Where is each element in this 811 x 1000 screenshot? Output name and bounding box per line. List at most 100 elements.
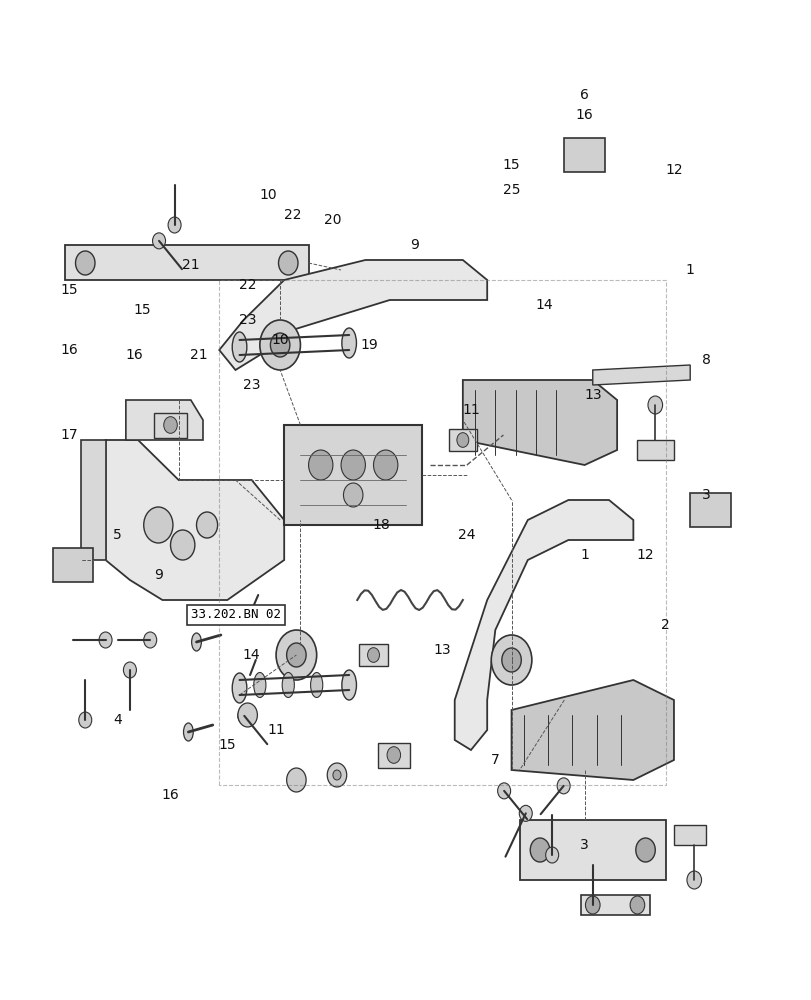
Text: 16: 16 (60, 343, 78, 357)
Circle shape (278, 251, 298, 275)
Ellipse shape (341, 328, 356, 358)
Circle shape (341, 450, 365, 480)
Polygon shape (154, 413, 187, 438)
Ellipse shape (232, 673, 247, 703)
Circle shape (387, 747, 400, 763)
Ellipse shape (183, 723, 193, 741)
Text: 23: 23 (238, 313, 256, 327)
Polygon shape (673, 825, 706, 845)
Text: 14: 14 (534, 298, 552, 312)
Polygon shape (358, 644, 388, 666)
Polygon shape (580, 895, 649, 915)
Text: 1: 1 (580, 548, 588, 562)
Circle shape (545, 847, 558, 863)
Text: 3: 3 (702, 488, 710, 502)
Polygon shape (637, 440, 673, 460)
Text: 16: 16 (161, 788, 179, 802)
Text: 15: 15 (133, 303, 151, 317)
Text: 17: 17 (60, 428, 78, 442)
Text: 15: 15 (218, 738, 236, 752)
Text: 15: 15 (60, 283, 78, 297)
Text: 16: 16 (125, 348, 143, 362)
Polygon shape (454, 500, 633, 750)
Text: 10: 10 (259, 188, 277, 202)
Ellipse shape (311, 672, 322, 698)
Polygon shape (105, 440, 284, 600)
Circle shape (519, 805, 532, 821)
Polygon shape (689, 493, 730, 527)
Text: 24: 24 (457, 528, 475, 542)
Circle shape (635, 838, 654, 862)
Polygon shape (511, 680, 673, 780)
Text: 2: 2 (661, 618, 669, 632)
Text: 23: 23 (242, 378, 260, 392)
Circle shape (585, 896, 599, 914)
Circle shape (168, 217, 181, 233)
Text: 19: 19 (360, 338, 378, 352)
Text: 21: 21 (182, 258, 200, 272)
Circle shape (270, 333, 290, 357)
Polygon shape (284, 425, 422, 525)
Polygon shape (377, 742, 410, 768)
Circle shape (647, 396, 662, 414)
Text: 13: 13 (583, 388, 601, 402)
Text: 13: 13 (433, 643, 451, 657)
Circle shape (286, 643, 306, 667)
Circle shape (333, 770, 341, 780)
Text: 22: 22 (238, 278, 256, 292)
Text: 1: 1 (685, 263, 693, 277)
Polygon shape (448, 429, 476, 451)
Text: 3: 3 (580, 838, 588, 852)
Text: 16: 16 (575, 108, 593, 122)
Circle shape (260, 320, 300, 370)
Polygon shape (219, 260, 487, 370)
Circle shape (586, 897, 599, 913)
Circle shape (123, 662, 136, 678)
Text: 14: 14 (242, 648, 260, 662)
Text: 12: 12 (636, 548, 654, 562)
Text: 9: 9 (410, 238, 418, 252)
Circle shape (497, 783, 510, 799)
Circle shape (343, 483, 363, 507)
Circle shape (686, 871, 701, 889)
Circle shape (629, 896, 644, 914)
Text: 9: 9 (154, 568, 162, 582)
Polygon shape (53, 548, 93, 582)
Circle shape (238, 708, 251, 724)
Circle shape (152, 233, 165, 249)
Text: 11: 11 (461, 403, 479, 417)
Circle shape (556, 778, 569, 794)
Circle shape (286, 768, 306, 792)
Text: 6: 6 (580, 88, 588, 102)
Text: 20: 20 (324, 213, 341, 227)
Circle shape (79, 712, 92, 728)
Circle shape (457, 433, 468, 447)
Circle shape (238, 703, 257, 727)
Text: 7: 7 (491, 753, 499, 767)
Circle shape (99, 632, 112, 648)
Polygon shape (564, 138, 604, 172)
Ellipse shape (191, 633, 201, 651)
Circle shape (196, 512, 217, 538)
Circle shape (144, 632, 157, 648)
Circle shape (491, 635, 531, 685)
Polygon shape (81, 440, 105, 560)
Circle shape (276, 630, 316, 680)
Ellipse shape (232, 332, 247, 362)
Text: 15: 15 (502, 158, 520, 172)
Text: 12: 12 (664, 163, 682, 177)
Circle shape (75, 251, 95, 275)
Ellipse shape (253, 672, 265, 698)
Circle shape (308, 450, 333, 480)
Text: 4: 4 (114, 713, 122, 727)
Polygon shape (126, 400, 203, 440)
Circle shape (367, 648, 379, 662)
Ellipse shape (281, 672, 294, 698)
Ellipse shape (341, 670, 356, 700)
Text: 18: 18 (372, 518, 390, 532)
Polygon shape (592, 365, 689, 385)
Text: 8: 8 (702, 353, 710, 367)
Text: 11: 11 (267, 723, 285, 737)
Text: 10: 10 (271, 333, 289, 347)
Circle shape (170, 530, 195, 560)
